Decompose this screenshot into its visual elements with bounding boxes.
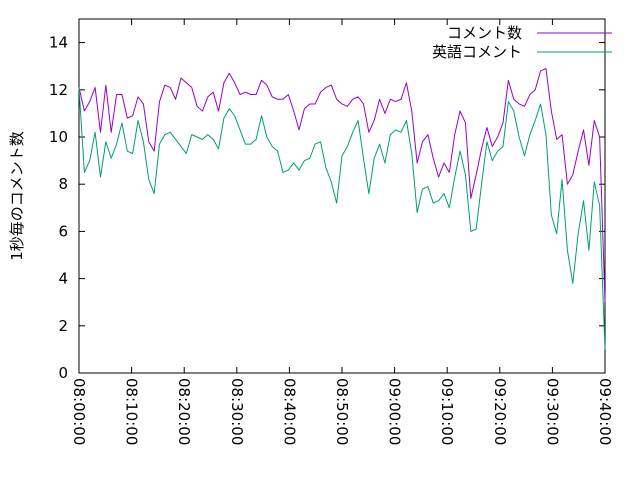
y-tick-label: 6 [58,222,68,240]
x-tick-label: 09:30:00 [543,378,561,445]
x-tick-label: 08:30:00 [228,378,246,445]
y-tick-label: 10 [49,128,68,146]
x-tick-label: 09:00:00 [386,378,404,445]
plot-frame [78,18,606,374]
x-tick-label: 08:40:00 [280,378,298,445]
x-tick-label: 08:20:00 [175,378,193,445]
x-tick-label: 09:10:00 [438,378,456,445]
y-tick-label: 4 [58,270,68,288]
y-tick-label: 0 [58,364,68,382]
series-line-0 [78,68,606,303]
series-line-1 [78,87,606,350]
series-group [78,68,606,350]
x-tick-label: 08:00:00 [70,378,88,445]
x-tick-label: 09:40:00 [596,378,614,445]
y-axis-label: 1秒毎のコメント数 [8,131,26,261]
legend-label-0: コメント数 [447,24,522,42]
x-axis-ticks: 08:00:00 08:10:00 08:20:00 08:30:00 08:40:00… [70,19,614,445]
y-tick-label: 14 [49,34,68,52]
x-tick-label: 09:20:00 [491,378,509,445]
legend-label-1: 英語コメント [432,43,522,61]
y-tick-label: 8 [58,175,68,193]
x-tick-label: 08:50:00 [333,378,351,445]
y-tick-label: 12 [49,81,68,99]
y-tick-label: 2 [58,317,68,335]
y-axis-ticks: 0 2 4 6 8 10 12 14 [49,34,605,382]
x-tick-label: 08:10:00 [123,378,141,445]
